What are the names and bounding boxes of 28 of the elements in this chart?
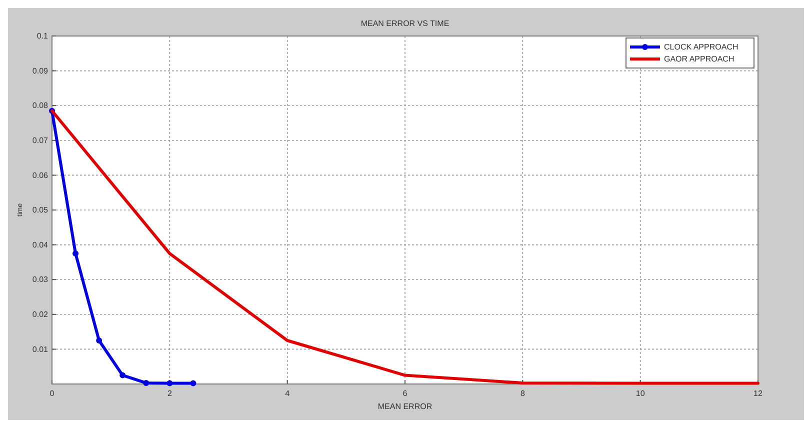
x-tick-label: 8 <box>520 389 526 398</box>
x-axis-title: MEAN ERROR <box>378 402 432 411</box>
y-tick-label: 0.03 <box>32 275 49 284</box>
y-tick-label: 0.05 <box>32 206 49 215</box>
x-tick-label: 0 <box>50 389 55 398</box>
point <box>120 372 126 378</box>
y-tick-label: 0.02 <box>32 310 49 319</box>
y-tick-label: 0.04 <box>32 240 49 250</box>
y-tick-label: 0.07 <box>32 136 49 145</box>
line-series <box>50 109 760 385</box>
y-tick-label: 0.1 <box>36 32 49 41</box>
point <box>143 380 150 386</box>
chart-title: MEAN ERROR VS TIME <box>360 19 450 28</box>
x-tick-label: 6 <box>402 389 408 398</box>
x-tick-label: 4 <box>285 389 290 398</box>
x-tick-label: 12 <box>754 389 763 398</box>
x-tick-label: 2 <box>167 389 172 398</box>
legend-label: CLOCK APPROACH <box>664 42 738 52</box>
point <box>72 250 79 256</box>
legend-label: GAOR APPROACH <box>664 54 734 64</box>
y-tick-label: 0.08 <box>32 101 49 110</box>
point <box>166 380 173 386</box>
y-tick-label: 0.01 <box>32 344 49 354</box>
x-tick-label: 10 <box>636 389 646 398</box>
y-tick-label: 0.09 <box>32 66 49 76</box>
point <box>190 380 196 386</box>
point <box>96 338 102 344</box>
y-tick-label: 0.06 <box>32 170 49 180</box>
